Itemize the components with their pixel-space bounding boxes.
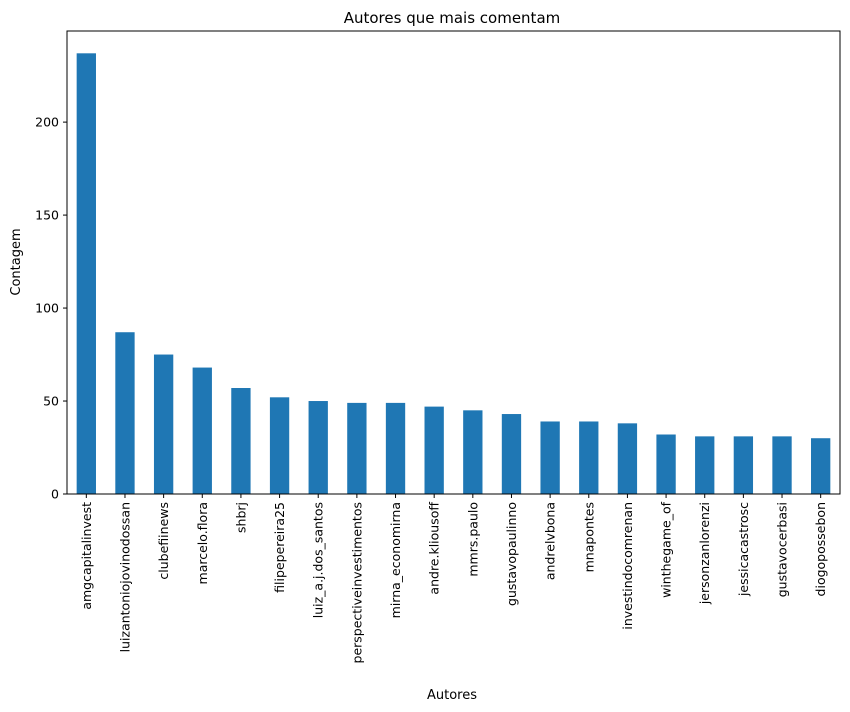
bar-luiz_a.j.dos_santos — [308, 401, 328, 494]
x-tick-label: perspectiveinvestimentos — [349, 502, 364, 663]
bar-clubefiinews — [153, 354, 174, 494]
x-tick-label: gustavocerbasi — [775, 502, 790, 597]
x-tick-label: andrelvbona — [543, 502, 558, 580]
x-axis-label: Autores — [427, 688, 477, 703]
bar-shbrj — [231, 388, 251, 494]
plot-frame — [66, 30, 841, 495]
bar-mirna_economirna — [385, 402, 406, 494]
bar-andrelvbona — [540, 421, 560, 494]
x-tick-label: luiz_a.j.dos_santos — [311, 502, 326, 618]
bar-mnapontes — [579, 421, 599, 494]
x-tick-label: investindocomrenan — [620, 502, 635, 630]
bar-amgcapitalinvest — [76, 53, 96, 495]
bar-andre.kliousoff — [424, 406, 444, 494]
chart-title: Autores que mais comentam — [344, 9, 561, 27]
x-tick-label: andre.kliousoff — [427, 502, 442, 595]
y-tick-label: 50 — [43, 394, 59, 409]
bar-gustavocerbasi — [772, 436, 792, 494]
bar-gustavopaulinno — [501, 414, 522, 494]
bar-diogopossebon — [811, 438, 831, 494]
bar-marcelo.flora — [192, 367, 212, 494]
y-tick-label: 100 — [35, 301, 59, 316]
bar-investindocomrenan — [617, 423, 638, 494]
bar-mmrs.paulo — [463, 410, 483, 494]
bar-jessicacastrosc — [733, 436, 754, 494]
x-tick-label: shbrj — [233, 502, 248, 533]
bar-winthegame_of — [656, 434, 676, 494]
y-axis-ticks: 0 50 100 150 200 — [35, 115, 67, 502]
x-tick-label: gustavopaulinno — [504, 502, 519, 606]
x-tick-label: jessicacastrosc — [736, 502, 751, 597]
y-axis-label: Contagem — [9, 228, 24, 295]
x-tick-label: winthegame_of — [659, 501, 674, 597]
x-tick-label: mirna_economirna — [388, 502, 403, 618]
x-axis-ticks: amgcapitalinvest luizantoniojovinodossan c… — [79, 494, 828, 663]
x-tick-label: clubefiinews — [156, 502, 171, 580]
bars-group — [76, 53, 831, 495]
x-tick-label: luizantoniojovinodossan — [117, 502, 132, 652]
bar-luizantoniojovinodossan — [115, 332, 135, 494]
bar-filipepereira25 — [269, 397, 290, 494]
x-tick-label: diogopossebon — [813, 502, 828, 596]
bar-perspectiveinvestimentos — [347, 402, 367, 494]
x-tick-label: jersonzanlorenzi — [697, 502, 712, 605]
x-tick-label: amgcapitalinvest — [79, 502, 94, 610]
y-tick-label: 0 — [51, 487, 59, 502]
x-tick-label: mmrs.paulo — [465, 502, 480, 577]
x-tick-label: mnapontes — [581, 502, 596, 572]
y-tick-label: 200 — [35, 115, 59, 130]
y-tick-label: 150 — [35, 208, 59, 223]
x-tick-label: filipepereira25 — [272, 502, 287, 593]
x-tick-label: marcelo.flora — [195, 502, 210, 584]
bar-jersonzanlorenzi — [695, 436, 715, 494]
